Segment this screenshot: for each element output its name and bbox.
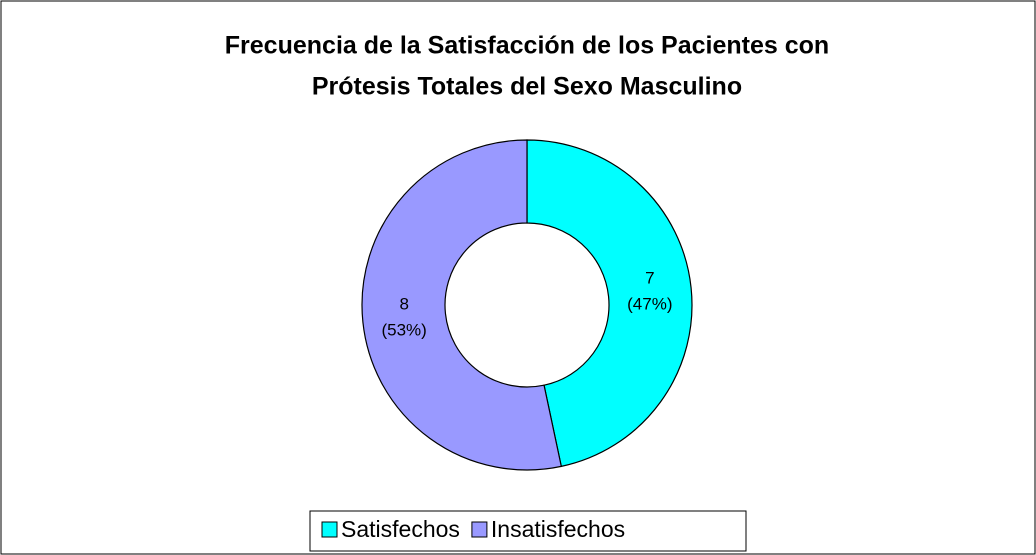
legend-box bbox=[309, 510, 747, 552]
legend-swatch bbox=[321, 521, 338, 538]
data-label: (47%) bbox=[627, 295, 672, 314]
chart-title: Frecuencia de la Satisfacción de los Pac… bbox=[225, 32, 829, 60]
data-label: 7 bbox=[645, 269, 654, 288]
slice bbox=[526, 139, 693, 468]
legend-label: Satisfechos bbox=[341, 516, 460, 542]
slice bbox=[361, 139, 563, 471]
data-label: 8 bbox=[399, 294, 408, 313]
legend-label: Insatisfechos bbox=[491, 516, 625, 542]
data-label: (53%) bbox=[381, 320, 426, 339]
legend-swatch bbox=[471, 521, 488, 538]
chart-title: Prótesis Totales del Sexo Masculino bbox=[312, 73, 742, 101]
